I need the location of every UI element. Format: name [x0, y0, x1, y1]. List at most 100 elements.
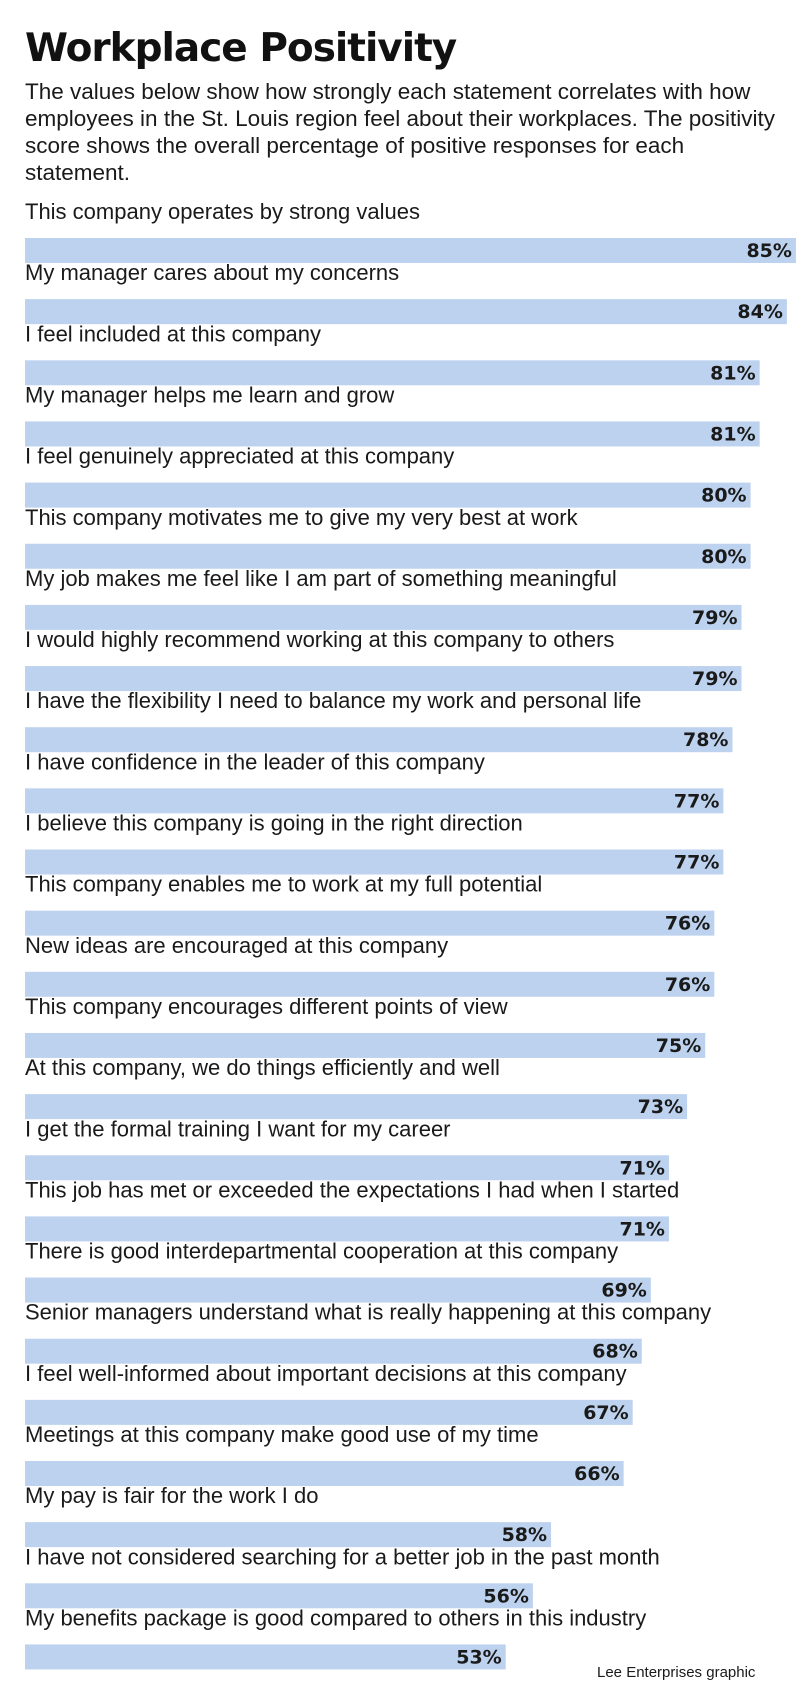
value-label: 79%	[692, 607, 737, 629]
bar-row: My manager cares about my concerns 84%	[25, 260, 787, 325]
bar-row: This company encourages different points…	[25, 994, 706, 1058]
bar	[25, 1461, 624, 1486]
category-label: I feel well-informed about important dec…	[25, 1361, 627, 1386]
category-label: My job makes me feel like I am part of s…	[25, 566, 617, 591]
bar-row: I believe this company is going in the r…	[25, 811, 724, 875]
category-label: I get the formal training I want for my …	[25, 1116, 451, 1141]
bar-row: Meetings at this company make good use o…	[25, 1422, 624, 1486]
category-label: This company motivates me to give my ver…	[25, 505, 579, 530]
value-label: 80%	[701, 546, 746, 568]
value-label: 68%	[592, 1341, 637, 1363]
category-label: This company encourages different points…	[25, 994, 508, 1019]
category-label: My manager cares about my concerns	[25, 260, 399, 285]
value-label: 77%	[674, 790, 719, 812]
bar-row: I have the flexibility I need to balance…	[25, 688, 733, 753]
bar	[25, 299, 787, 325]
category-label: At this company, we do things efficientl…	[25, 1055, 500, 1080]
category-label: My benefits package is good compared to …	[25, 1605, 646, 1630]
bar-row: I feel genuinely appreciated at this com…	[25, 444, 751, 508]
chart-subtitle: The values below show how strongly each …	[25, 79, 775, 185]
category-label: This company enables me to work at my fu…	[25, 872, 542, 897]
bar-row: I have not considered searching for a be…	[25, 1544, 660, 1609]
category-label: I would highly recommend working at this…	[25, 627, 614, 652]
bar	[25, 238, 796, 263]
category-label: I have the flexibility I need to balance…	[25, 688, 641, 713]
category-label: This company operates by strong values	[25, 199, 420, 224]
category-label: I have not considered searching for a be…	[25, 1544, 660, 1569]
bar	[25, 1522, 552, 1548]
value-label: 73%	[638, 1096, 683, 1118]
bar	[25, 1399, 633, 1425]
bar-row: This job has met or exceeded the expecta…	[25, 1177, 679, 1242]
bar	[25, 421, 760, 447]
bar	[25, 543, 751, 569]
bar	[25, 849, 724, 875]
value-label: 78%	[683, 729, 728, 751]
bar-row: This company enables me to work at my fu…	[25, 872, 715, 936]
bar-row: I feel included at this company 81%	[25, 321, 760, 386]
bar-row: New ideas are encouraged at this company…	[25, 933, 715, 997]
category-label: My manager helps me learn and grow	[25, 382, 394, 407]
value-label: 71%	[619, 1218, 664, 1240]
category-label: Senior managers understand what is reall…	[25, 1300, 711, 1325]
credit-line: Lee Enterprises graphic	[597, 1664, 756, 1681]
bar-row: At this company, we do things efficientl…	[25, 1055, 688, 1120]
bar-row: Senior managers understand what is reall…	[25, 1300, 711, 1364]
category-label: I feel included at this company	[25, 321, 321, 346]
bar	[25, 482, 751, 508]
value-label: 77%	[674, 852, 719, 874]
category-label: I have confidence in the leader of this …	[25, 749, 485, 774]
bar	[25, 1583, 533, 1609]
bar-row: I have confidence in the leader of this …	[25, 749, 724, 814]
bar	[25, 1644, 506, 1670]
value-label: 71%	[619, 1157, 664, 1179]
value-label: 69%	[601, 1280, 646, 1302]
value-label: 79%	[692, 668, 737, 690]
chart-title: Workplace Positivity	[25, 26, 457, 71]
category-label: I believe this company is going in the r…	[25, 811, 523, 836]
bar	[25, 1155, 669, 1181]
value-label: 81%	[710, 423, 755, 445]
bar-row: My benefits package is good compared to …	[25, 1605, 646, 1670]
bar-row: There is good interdepartmental cooperat…	[25, 1239, 651, 1303]
category-label: I feel genuinely appreciated at this com…	[25, 444, 454, 469]
value-label: 84%	[737, 301, 782, 323]
value-label: 75%	[656, 1035, 701, 1057]
category-label: Meetings at this company make good use o…	[25, 1422, 539, 1447]
bar-row: I feel well-informed about important dec…	[25, 1361, 633, 1425]
bar	[25, 360, 760, 386]
value-label: 81%	[710, 362, 755, 384]
category-label: This job has met or exceeded the expecta…	[25, 1177, 679, 1202]
bar-row: I get the formal training I want for my …	[25, 1116, 669, 1181]
bar	[25, 666, 742, 692]
value-label: 80%	[701, 485, 746, 507]
bar-row: My job makes me feel like I am part of s…	[25, 566, 742, 630]
value-label: 56%	[483, 1585, 528, 1607]
value-label: 58%	[502, 1524, 547, 1546]
bar	[25, 788, 724, 814]
bar	[25, 910, 715, 936]
bar-row: My manager helps me learn and grow 81%	[25, 382, 760, 447]
bar-row: This company operates by strong values 85…	[25, 199, 796, 263]
category-label: My pay is fair for the work I do	[25, 1483, 318, 1508]
category-label: There is good interdepartmental cooperat…	[25, 1239, 618, 1264]
bar-row: My pay is fair for the work I do 58%	[25, 1483, 552, 1548]
value-label: 85%	[746, 240, 791, 262]
bar-row: I would highly recommend working at this…	[25, 627, 742, 692]
value-label: 66%	[574, 1463, 619, 1485]
value-label: 76%	[665, 974, 710, 996]
category-label: New ideas are encouraged at this company	[25, 933, 448, 958]
bar	[25, 604, 742, 630]
bar	[25, 1338, 642, 1364]
value-label: 67%	[583, 1402, 628, 1424]
bar	[25, 1032, 706, 1058]
bar	[25, 727, 733, 753]
value-label: 76%	[665, 913, 710, 935]
bar	[25, 1216, 669, 1242]
bar	[25, 1094, 688, 1120]
bar-row: This company motivates me to give my ver…	[25, 505, 751, 569]
bar	[25, 971, 715, 997]
value-label: 53%	[456, 1646, 501, 1668]
bar	[25, 1277, 651, 1303]
